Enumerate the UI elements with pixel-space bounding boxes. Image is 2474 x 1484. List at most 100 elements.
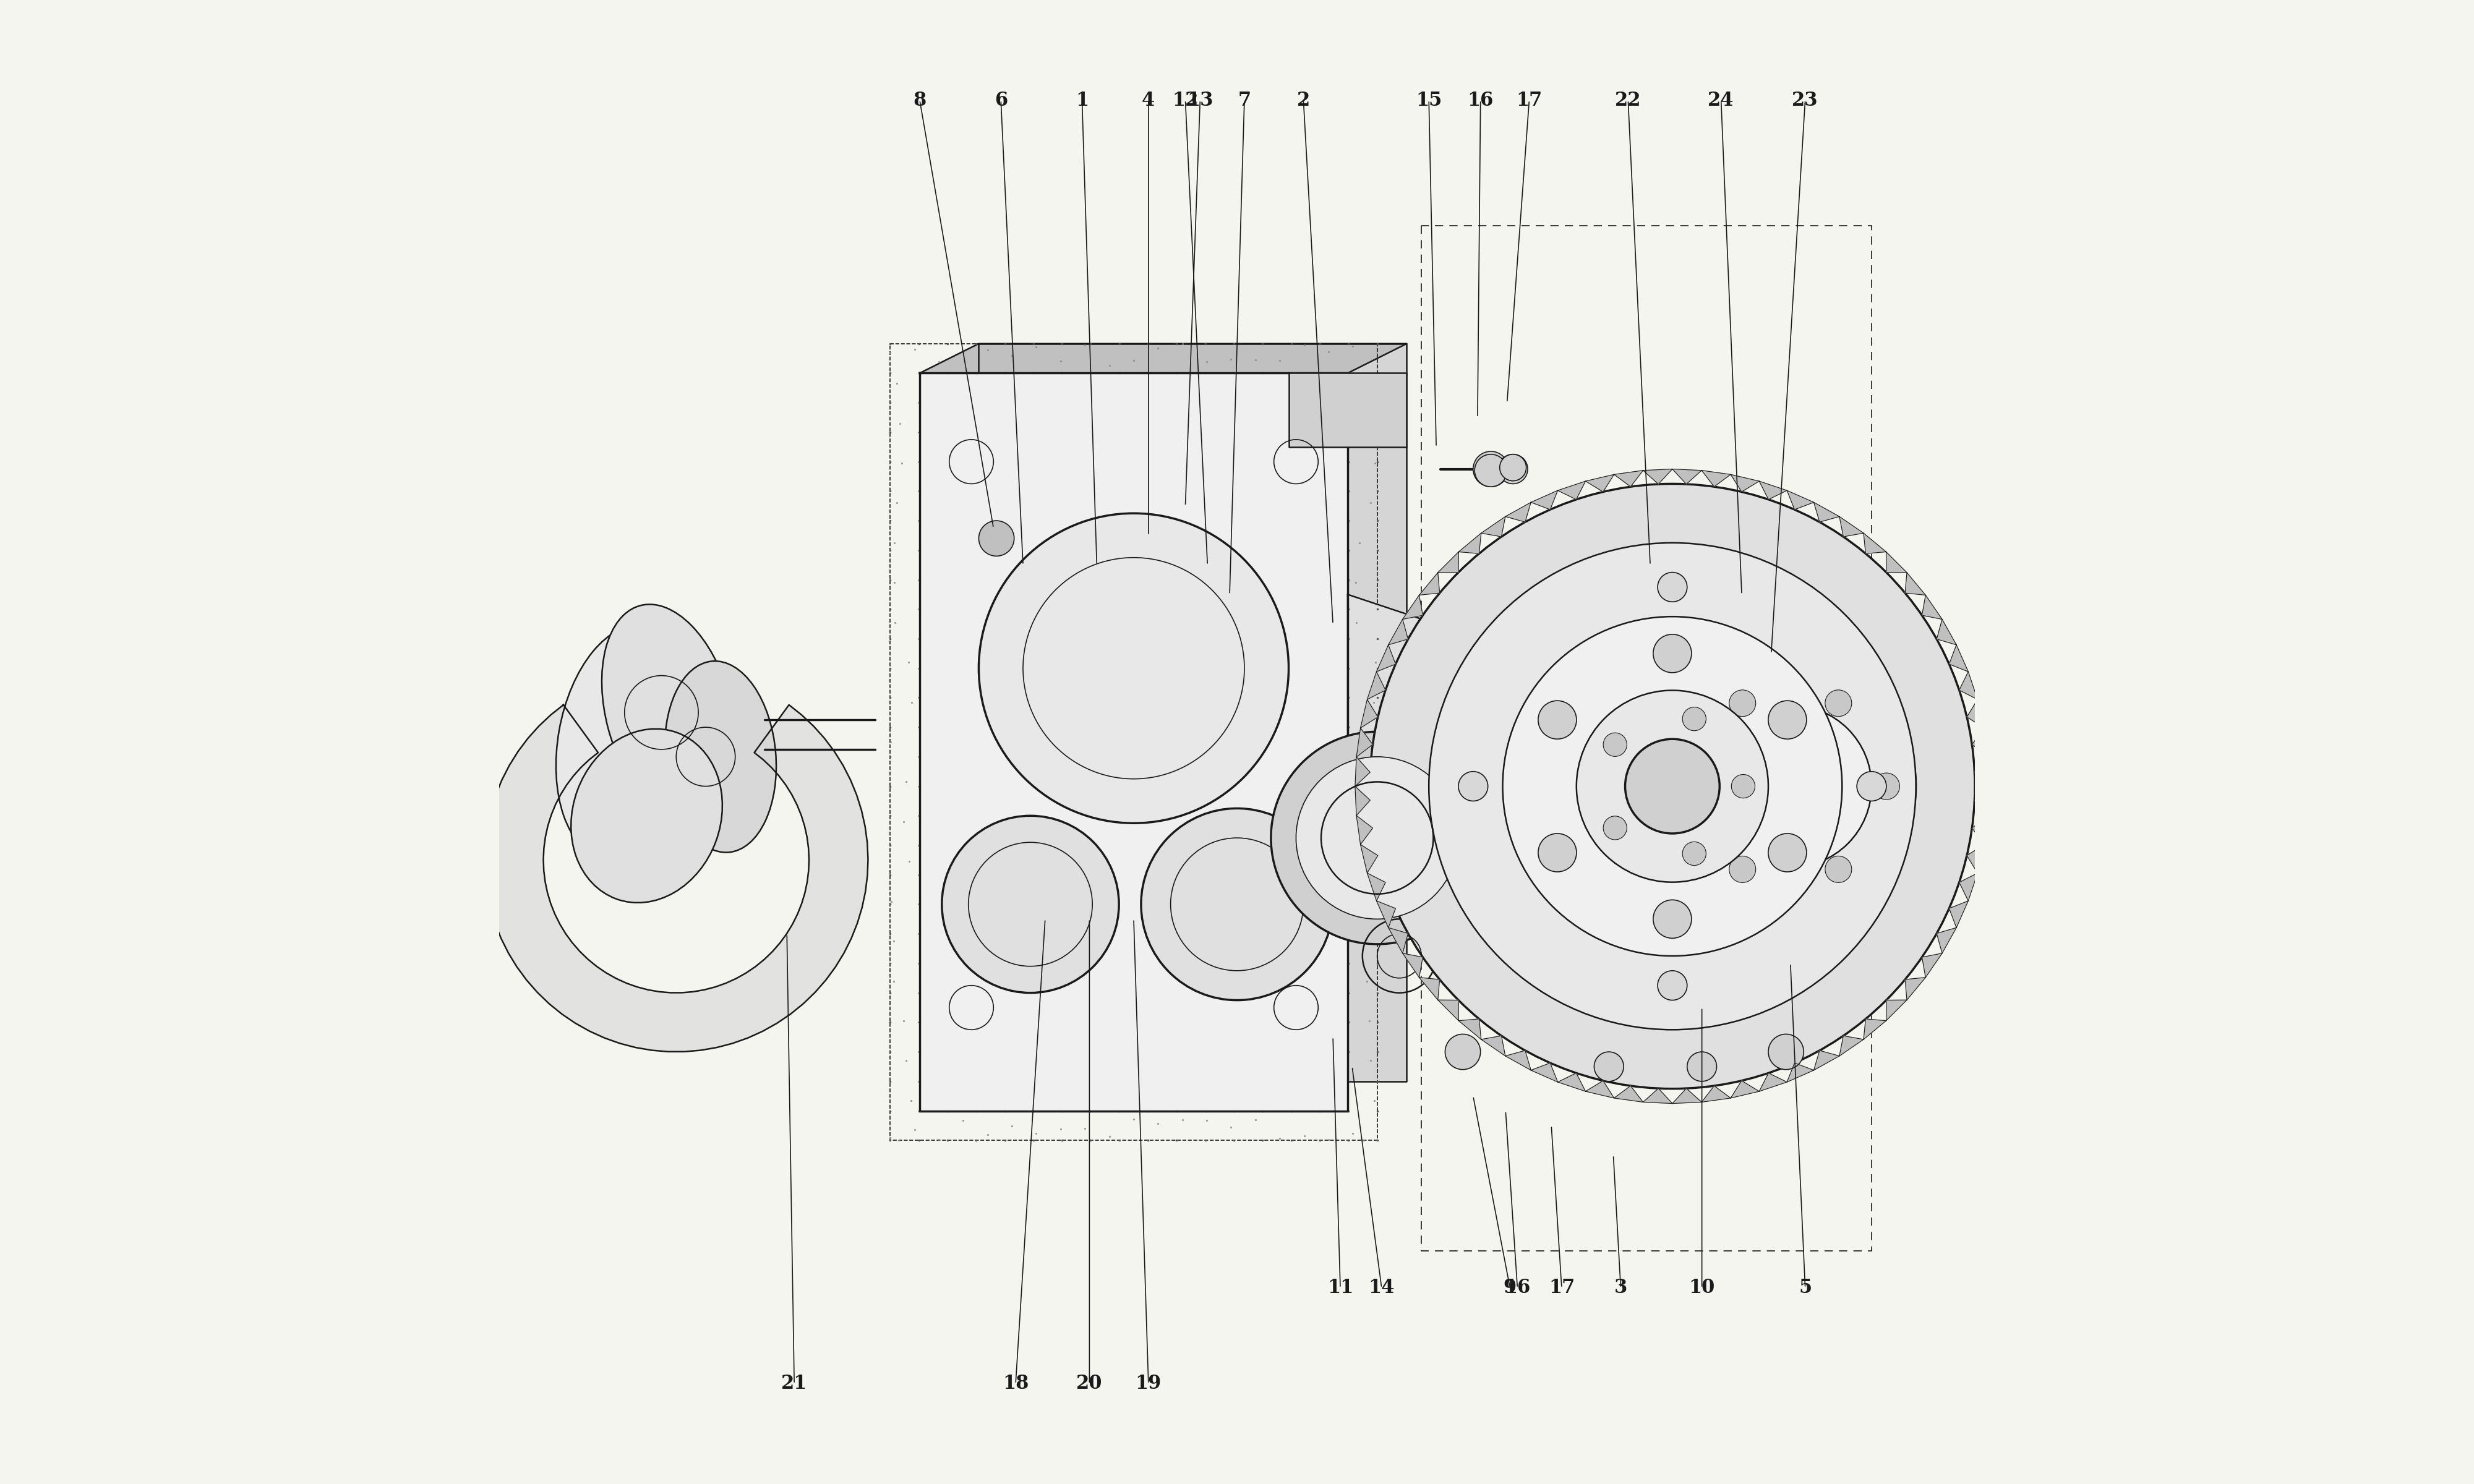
Ellipse shape <box>571 729 722 902</box>
Polygon shape <box>1420 573 1440 595</box>
Polygon shape <box>1972 816 1989 844</box>
Polygon shape <box>1368 873 1385 901</box>
Circle shape <box>1873 773 1900 800</box>
Circle shape <box>1826 856 1851 883</box>
Text: 4: 4 <box>1143 91 1155 110</box>
Polygon shape <box>1460 533 1482 554</box>
Ellipse shape <box>601 604 735 821</box>
Circle shape <box>1858 772 1885 801</box>
Circle shape <box>1539 834 1576 871</box>
Polygon shape <box>1643 469 1672 484</box>
Circle shape <box>1576 690 1769 881</box>
Polygon shape <box>980 344 1408 1082</box>
Ellipse shape <box>557 625 693 859</box>
Polygon shape <box>1361 844 1378 873</box>
Polygon shape <box>1813 1051 1838 1070</box>
Text: 12: 12 <box>1173 91 1197 110</box>
Polygon shape <box>1974 787 1989 816</box>
Circle shape <box>1826 690 1851 717</box>
Text: 17: 17 <box>1517 91 1541 110</box>
Circle shape <box>1141 809 1333 1000</box>
Text: 8: 8 <box>913 91 925 110</box>
Polygon shape <box>1356 757 1371 787</box>
Polygon shape <box>1376 901 1395 927</box>
Circle shape <box>980 521 1014 556</box>
Polygon shape <box>1702 470 1732 487</box>
Polygon shape <box>1950 901 1969 927</box>
Polygon shape <box>1348 595 1437 772</box>
Polygon shape <box>1885 1000 1907 1021</box>
Text: 14: 14 <box>1368 1278 1395 1297</box>
Polygon shape <box>920 372 1348 1112</box>
Circle shape <box>1732 775 1754 798</box>
Polygon shape <box>1403 953 1423 978</box>
Circle shape <box>1430 543 1915 1030</box>
Circle shape <box>1603 816 1628 840</box>
Text: 17: 17 <box>1549 1278 1576 1297</box>
Polygon shape <box>1388 619 1408 646</box>
Polygon shape <box>1863 1020 1885 1039</box>
Circle shape <box>1665 660 1915 911</box>
Polygon shape <box>1813 502 1838 522</box>
Polygon shape <box>1559 481 1586 500</box>
Polygon shape <box>1922 595 1942 619</box>
Polygon shape <box>920 344 1408 372</box>
Polygon shape <box>1937 927 1957 953</box>
Circle shape <box>1687 1052 1717 1082</box>
Polygon shape <box>1361 699 1378 729</box>
Text: 3: 3 <box>1613 1278 1628 1297</box>
Circle shape <box>1603 733 1628 757</box>
Polygon shape <box>1959 672 1977 699</box>
Polygon shape <box>1672 1088 1702 1104</box>
Text: 9: 9 <box>1504 1278 1517 1297</box>
Polygon shape <box>1613 470 1643 487</box>
Polygon shape <box>1420 978 1440 1000</box>
Circle shape <box>1539 700 1576 739</box>
Polygon shape <box>1586 475 1613 491</box>
Circle shape <box>1371 484 1974 1089</box>
Polygon shape <box>1356 787 1371 816</box>
Polygon shape <box>1974 757 1989 787</box>
Polygon shape <box>1972 729 1989 757</box>
Text: 1: 1 <box>1076 91 1089 110</box>
Text: 7: 7 <box>1237 91 1252 110</box>
Polygon shape <box>1885 552 1907 573</box>
Polygon shape <box>1863 533 1885 554</box>
Circle shape <box>1472 451 1509 487</box>
Circle shape <box>1710 705 1873 868</box>
Polygon shape <box>1786 1063 1813 1082</box>
Text: 19: 19 <box>1136 1374 1160 1393</box>
Polygon shape <box>1437 552 1460 573</box>
Ellipse shape <box>666 660 777 852</box>
Circle shape <box>1272 732 1484 944</box>
Polygon shape <box>1504 502 1531 522</box>
Text: 5: 5 <box>1799 1278 1811 1297</box>
Text: 6: 6 <box>995 91 1007 110</box>
Circle shape <box>1457 772 1487 801</box>
Circle shape <box>1475 454 1507 487</box>
Polygon shape <box>485 705 868 1052</box>
Polygon shape <box>1950 646 1969 672</box>
Text: 21: 21 <box>782 1374 807 1393</box>
Circle shape <box>980 513 1289 824</box>
Text: 22: 22 <box>1616 91 1640 110</box>
Polygon shape <box>1732 1080 1759 1098</box>
Polygon shape <box>1403 595 1423 619</box>
Text: 23: 23 <box>1791 91 1818 110</box>
Polygon shape <box>1559 1073 1586 1091</box>
Circle shape <box>1653 634 1692 672</box>
Polygon shape <box>1368 672 1385 699</box>
Polygon shape <box>1613 1086 1643 1103</box>
Circle shape <box>1653 899 1692 938</box>
Polygon shape <box>1376 646 1395 672</box>
Circle shape <box>1729 690 1757 717</box>
Polygon shape <box>1388 927 1408 953</box>
Polygon shape <box>1967 699 1984 729</box>
Polygon shape <box>1504 1051 1531 1070</box>
Text: 20: 20 <box>1076 1374 1103 1393</box>
Polygon shape <box>1732 475 1759 491</box>
Polygon shape <box>1289 372 1408 447</box>
Text: 15: 15 <box>1415 91 1442 110</box>
Circle shape <box>1729 856 1757 883</box>
Polygon shape <box>1356 816 1373 844</box>
